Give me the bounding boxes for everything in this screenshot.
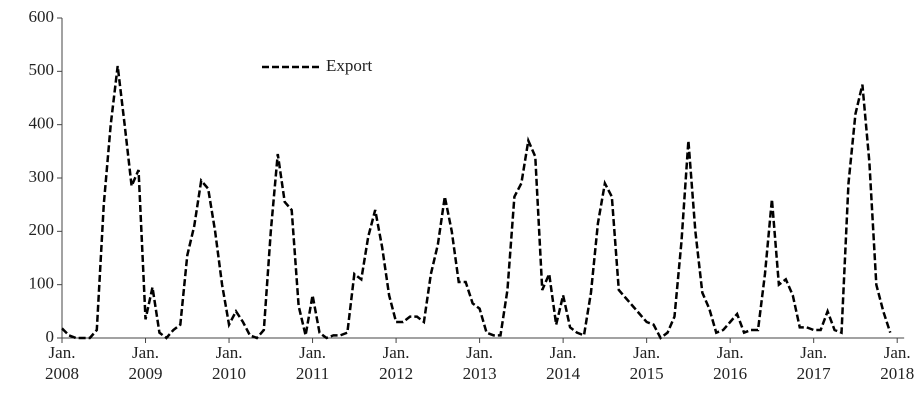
x-tick-label: Jan. 2016	[713, 343, 748, 383]
x-tick-label: Jan. 2008	[45, 343, 79, 383]
x-tick-label: Jan. 2015	[629, 343, 664, 383]
line	[61, 65, 892, 340]
x-tick-label: Jan. 2011	[295, 343, 330, 383]
x-tick-label: Jan. 2014	[546, 343, 581, 383]
x-tick-label: Jan. 2009	[128, 343, 163, 383]
y-tick-label: 500	[29, 60, 55, 79]
y-tick-label: 400	[29, 114, 55, 133]
x-tick-label: Jan. 2010	[212, 343, 247, 383]
y-tick-label: 100	[29, 274, 55, 293]
x-tick-label: Jan. 2017	[796, 343, 831, 383]
x-tick-label: Jan. 2013	[462, 343, 497, 383]
legend-label: Export	[326, 56, 373, 75]
y-tick-label: 300	[29, 167, 55, 186]
y-tick-label: 600	[29, 7, 55, 26]
y-tick-label: 200	[29, 220, 55, 239]
x-tick-label: Jan. 2018	[880, 343, 915, 383]
x-tick-label: Jan. 2012	[379, 343, 414, 383]
y-tick-label: 0	[46, 327, 55, 346]
